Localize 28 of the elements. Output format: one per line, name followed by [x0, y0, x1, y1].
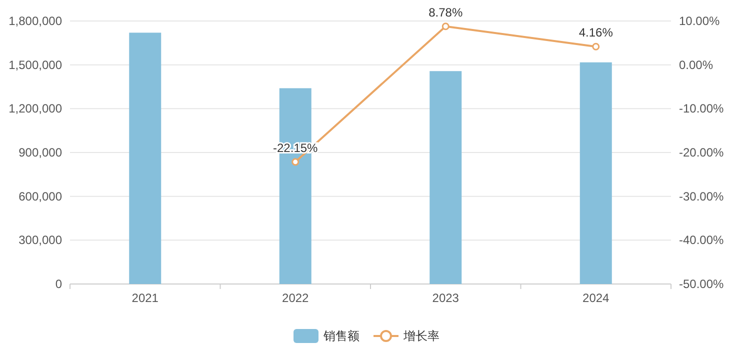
point: [592, 42, 600, 50]
y2-tick-label: -20.00%: [679, 146, 724, 160]
bar: [580, 62, 612, 284]
x-tick-label: 2022: [282, 291, 310, 305]
bar: [430, 71, 462, 284]
point: [292, 158, 300, 166]
data-label: 4.16%: [578, 26, 614, 40]
y-tick-label: 1,800,000: [8, 14, 62, 28]
y2-tick-label: 0.00%: [679, 58, 714, 72]
x-tick-label: 2021: [132, 291, 159, 305]
y-tick-label: 1,200,000: [8, 102, 62, 116]
y2-tick-label: -40.00%: [679, 233, 724, 248]
y2-tick-label: -10.00%: [679, 102, 724, 116]
y2-tick-label: -30.00%: [679, 189, 724, 204]
y-tick-label: 900,000: [18, 146, 62, 160]
x-tick-label: 2024: [582, 291, 610, 305]
point: [442, 22, 450, 30]
y-tick-label: 600,000: [18, 189, 62, 204]
y2-tick-label: 10.00%: [679, 14, 720, 28]
x-tick-label: 2023: [432, 291, 460, 305]
bar: [129, 32, 162, 284]
y-tick-label: 300,000: [18, 233, 62, 248]
y-tick-label: 1,500,000: [8, 58, 62, 72]
legend-label: 销售额: [322, 329, 360, 343]
y2-tick-label: -50.00%: [679, 277, 724, 291]
legend-label: 增长率: [402, 329, 440, 343]
y-tick-label: 0: [55, 277, 62, 291]
data-label: 8.78%: [428, 5, 463, 20]
